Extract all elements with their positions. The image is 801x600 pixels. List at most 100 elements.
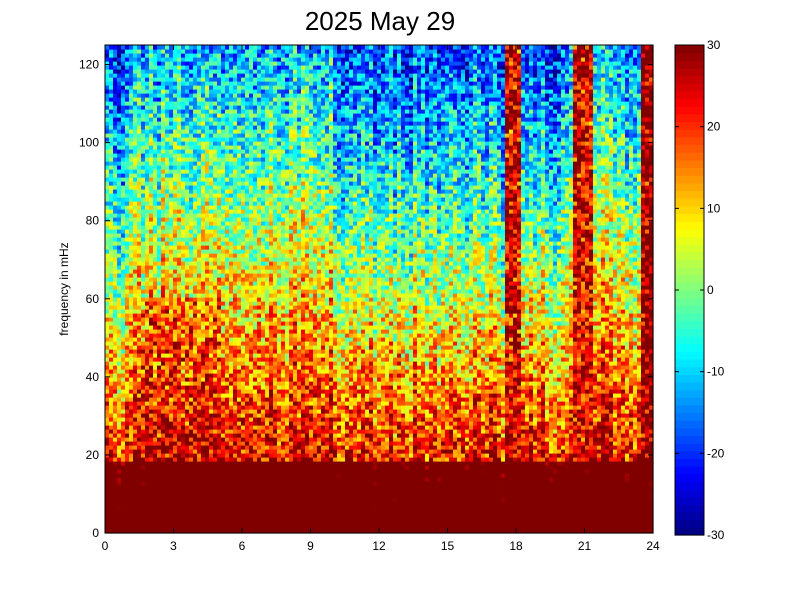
heatmap-cell <box>121 137 126 142</box>
heatmap-cell <box>265 293 270 298</box>
heatmap-cell <box>113 109 118 114</box>
heatmap-cell <box>141 397 146 402</box>
heatmap-cell <box>153 109 158 114</box>
heatmap-cell <box>221 301 226 306</box>
heatmap-cell <box>233 277 238 282</box>
heatmap-cell <box>213 485 218 490</box>
heatmap-cell <box>161 521 166 526</box>
heatmap-cell <box>121 437 126 442</box>
heatmap-cell <box>125 93 130 98</box>
heatmap-cell <box>185 153 190 158</box>
heatmap-cell <box>205 217 210 222</box>
heatmap-cell <box>245 461 250 466</box>
heatmap-cell <box>209 149 214 154</box>
heatmap-cell <box>157 241 162 246</box>
heatmap-cell <box>133 321 138 326</box>
heatmap-cell <box>137 397 142 402</box>
heatmap-cell <box>265 489 270 494</box>
heatmap-cell <box>185 369 190 374</box>
heatmap-cell <box>145 421 150 426</box>
heatmap-cell <box>185 361 190 366</box>
heatmap-cell <box>245 333 250 338</box>
heatmap-cell <box>133 217 138 222</box>
heatmap-cell <box>117 185 122 190</box>
heatmap-cell <box>113 313 118 318</box>
heatmap-cell <box>121 153 126 158</box>
heatmap-cell <box>253 57 258 62</box>
heatmap-cell <box>105 133 110 138</box>
heatmap-cell <box>169 125 174 130</box>
heatmap-cell <box>205 237 210 242</box>
heatmap-cell <box>169 401 174 406</box>
heatmap-cell <box>253 233 258 238</box>
heatmap-cell <box>173 253 178 258</box>
heatmap-cell <box>157 265 162 270</box>
heatmap-cell <box>137 325 142 330</box>
heatmap-cell <box>125 57 130 62</box>
heatmap-cell <box>193 393 198 398</box>
heatmap-cell <box>185 121 190 126</box>
heatmap-cell <box>201 261 206 266</box>
heatmap-cell <box>201 381 206 386</box>
heatmap-cell <box>249 173 254 178</box>
heatmap-cell <box>169 417 174 422</box>
heatmap-cell <box>197 105 202 110</box>
heatmap-cell <box>173 425 178 430</box>
heatmap-cell <box>241 45 246 50</box>
heatmap-cell <box>137 405 142 410</box>
heatmap-cell <box>109 113 114 118</box>
heatmap-cell <box>257 317 262 322</box>
heatmap-cell <box>137 341 142 346</box>
heatmap-cell <box>205 173 210 178</box>
heatmap-cell <box>225 489 230 494</box>
heatmap-cell <box>129 185 134 190</box>
heatmap-cell <box>109 265 114 270</box>
heatmap-cell <box>153 373 158 378</box>
heatmap-cell <box>129 73 134 78</box>
heatmap-cell <box>257 281 262 286</box>
heatmap-cell <box>241 273 246 278</box>
heatmap-cell <box>229 253 234 258</box>
heatmap-cell <box>125 261 130 266</box>
heatmap-cell <box>133 249 138 254</box>
heatmap-cell <box>157 53 162 58</box>
heatmap-cell <box>129 257 134 262</box>
heatmap-cell <box>197 229 202 234</box>
heatmap-cell <box>109 229 114 234</box>
heatmap-cell <box>265 493 270 498</box>
heatmap-cell <box>129 333 134 338</box>
heatmap-cell <box>209 409 214 414</box>
heatmap-cell <box>261 489 266 494</box>
heatmap-cell <box>113 137 118 142</box>
heatmap-cell <box>217 389 222 394</box>
heatmap-cell <box>169 513 174 518</box>
heatmap-cell <box>201 157 206 162</box>
heatmap-cell <box>109 309 114 314</box>
heatmap-cell <box>153 241 158 246</box>
heatmap-cell <box>233 293 238 298</box>
heatmap-cell <box>181 197 186 202</box>
heatmap-cell <box>121 457 126 462</box>
heatmap-cell <box>253 373 258 378</box>
heatmap-cell <box>257 245 262 250</box>
heatmap-cell <box>213 393 218 398</box>
heatmap-cell <box>125 525 130 530</box>
heatmap-cell <box>165 305 170 310</box>
heatmap-cell <box>149 73 154 78</box>
heatmap-cell <box>185 453 190 458</box>
heatmap-cell <box>121 265 126 270</box>
heatmap-cell <box>237 225 242 230</box>
heatmap-cell <box>173 61 178 66</box>
heatmap-cell <box>265 77 270 82</box>
heatmap-cell <box>221 457 226 462</box>
heatmap-cell <box>189 293 194 298</box>
heatmap-cell <box>165 441 170 446</box>
heatmap-cell <box>169 369 174 374</box>
heatmap-cell <box>129 361 134 366</box>
heatmap-cell <box>225 345 230 350</box>
heatmap-cell <box>133 117 138 122</box>
heatmap-cell <box>109 297 114 302</box>
heatmap-cell <box>133 89 138 94</box>
heatmap-cell <box>193 77 198 82</box>
heatmap-cell <box>157 121 162 126</box>
